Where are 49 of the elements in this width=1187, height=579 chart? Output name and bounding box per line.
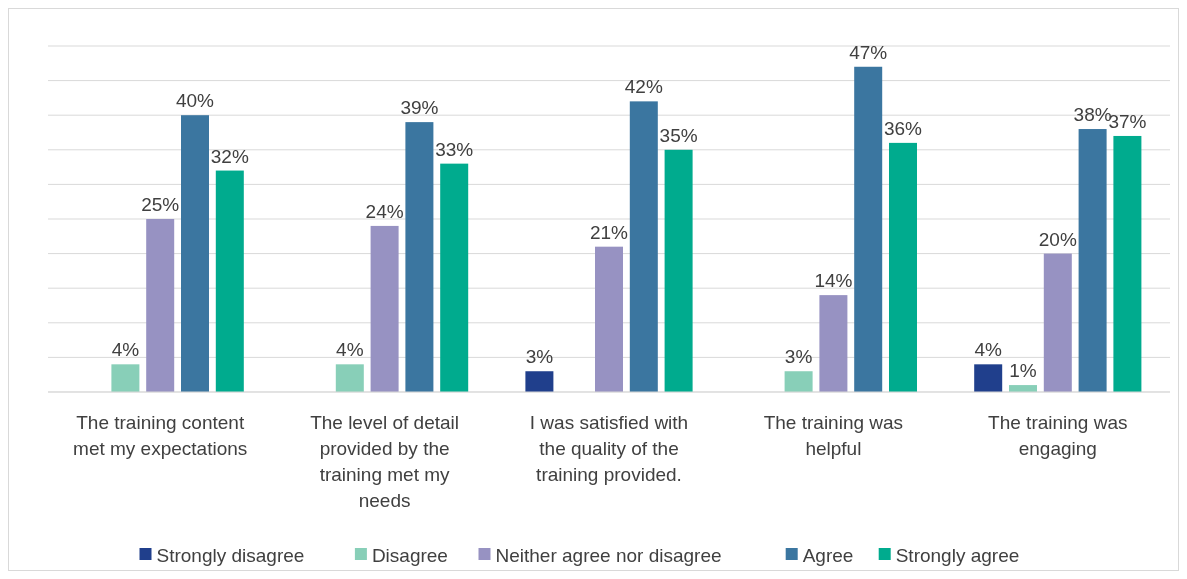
data-label: 33% [435,138,474,160]
bar [370,225,399,392]
data-label: 25% [141,194,180,215]
x-tick-label: The training content met my expectations [73,412,248,459]
bar [111,364,140,392]
legend-label: Neither agree nor disagree [495,544,722,566]
data-label: 20% [1038,228,1077,250]
bar [440,163,469,392]
legend-label: Strongly disagree [156,544,305,566]
bar [889,142,917,392]
bar [525,371,554,392]
bar [854,66,883,392]
bar [629,101,658,392]
bar [819,295,848,392]
data-label: 24% [365,200,404,222]
bar [405,122,434,392]
bar [784,371,813,392]
data-label: 3% [784,346,813,368]
data-label: 42% [624,76,663,98]
x-tick-label: The training was engaging [988,412,1128,459]
bar [1043,253,1072,392]
data-label: 32% [210,145,249,167]
data-label: 47% [849,41,888,63]
data-label: 21% [589,221,629,243]
bar [1078,129,1107,392]
data-label: 39% [400,97,439,119]
bar [181,115,209,392]
data-label: 1% [1009,360,1037,382]
bar [146,219,175,392]
data-label: 4% [336,339,364,361]
bar [595,246,623,392]
legend-label: Agree [802,544,854,566]
data-label: 4% [974,339,1003,361]
x-tick-label: I was satisfied with the quality of the training provided. [529,412,689,485]
bar [664,149,693,392]
data-label: 4% [111,339,140,361]
data-label: 3% [525,346,554,368]
legend-label: Strongly agree [895,544,1020,566]
data-label: 14% [814,270,853,292]
bar [215,170,244,392]
x-tick-label: The level of detail provided by the training met my needs [310,412,460,511]
x-tick-label: The training was helpful [763,412,904,459]
data-label: 40% [175,90,215,112]
data-label: 36% [883,117,923,139]
bar [335,364,364,392]
bar [1113,135,1142,392]
legend-label: Disagree [371,544,448,566]
bar [974,364,1003,392]
data-label: 35% [659,124,698,146]
